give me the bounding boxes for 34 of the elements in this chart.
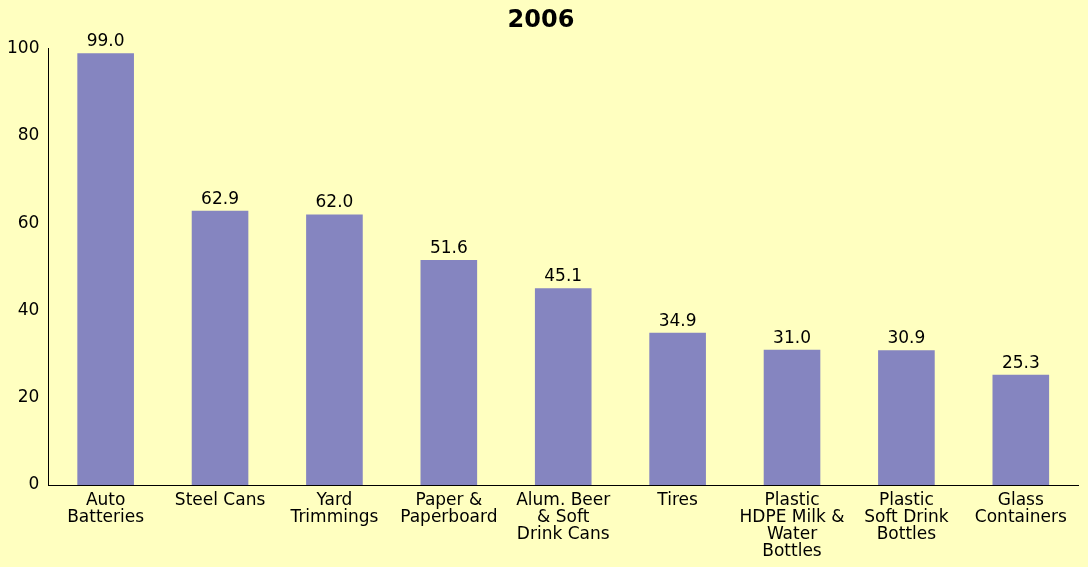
chart-title: 2006 <box>507 4 575 33</box>
data-label: 62.9 <box>201 187 239 208</box>
y-tick-label: 0 <box>28 473 40 494</box>
x-tick-label: Steel Cans <box>174 488 266 509</box>
bar <box>306 214 363 485</box>
data-label: 51.6 <box>429 236 468 257</box>
x-tick-label: Tires <box>656 488 699 509</box>
data-label: 31.0 <box>773 326 811 347</box>
y-tick-label: 100 <box>6 37 40 58</box>
bar <box>763 349 821 485</box>
x-tick-label: Auto Batteries <box>67 488 145 526</box>
bar <box>77 53 134 485</box>
y-tick-label: 60 <box>17 211 40 232</box>
x-tick-label: Plastic HDPE Milk & Water Bottles <box>739 488 845 560</box>
x-tick-label: Paper & Paperboard <box>400 488 498 526</box>
x-tick-label: Plastic Soft Drink Bottles <box>864 488 949 543</box>
bar <box>534 288 592 485</box>
bar <box>878 350 935 485</box>
y-tick-label: 20 <box>17 386 40 407</box>
y-tick-label: 80 <box>17 124 40 145</box>
bar <box>420 259 478 485</box>
bar <box>191 210 249 485</box>
data-label: 62.0 <box>315 191 354 212</box>
data-label: 30.9 <box>887 327 926 348</box>
x-tick-label: Glass Containers <box>974 488 1067 526</box>
data-label: 45.1 <box>544 265 583 286</box>
x-tick-label: Yard Trimmings <box>289 488 379 526</box>
data-label: 34.9 <box>658 309 697 330</box>
x-tick-label: Alum. Beer & Soft Drink Cans <box>516 488 611 543</box>
bar <box>992 374 1050 485</box>
y-tick-label: 40 <box>17 298 40 319</box>
bar <box>649 332 706 485</box>
data-label: 25.3 <box>1001 351 1040 372</box>
data-label: 99.0 <box>86 30 125 51</box>
